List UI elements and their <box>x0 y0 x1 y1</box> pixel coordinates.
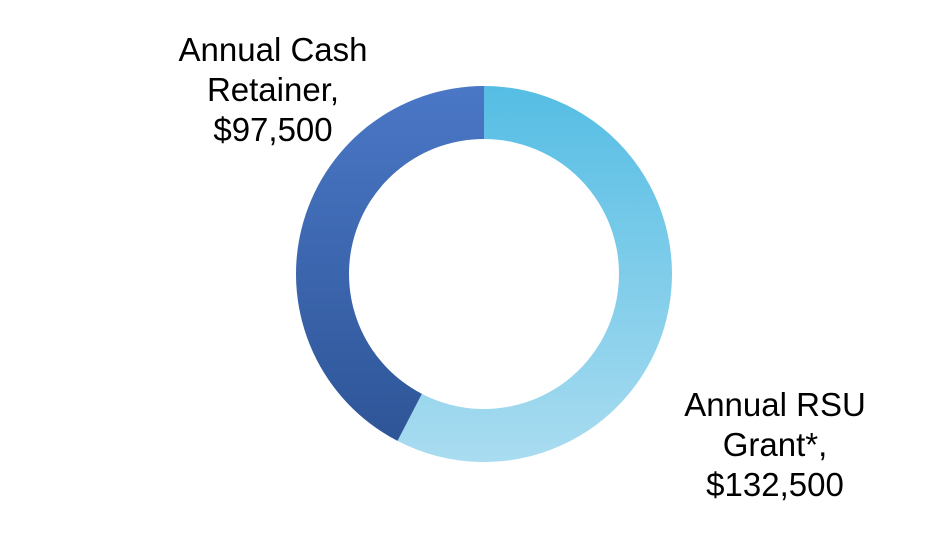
slice-value-label: $97,500 <box>213 111 333 148</box>
slice-label-line: Annual RSU <box>684 386 866 423</box>
slice-value-label: $132,500 <box>706 466 844 503</box>
slice-label-line: Grant*, <box>722 426 828 463</box>
donut-slice-annual-cash-retainer <box>296 86 484 441</box>
slice-label-line: Annual Cash <box>178 31 368 68</box>
slice-label-annual-rsu-grant: Annual RSU Grant*, $132,500 <box>640 385 910 505</box>
donut-slice-annual-rsu-grant <box>397 85 673 462</box>
slice-label-line: Retainer, <box>206 71 340 108</box>
slice-label-annual-cash-retainer: Annual Cash Retainer, $97,500 <box>143 30 403 150</box>
